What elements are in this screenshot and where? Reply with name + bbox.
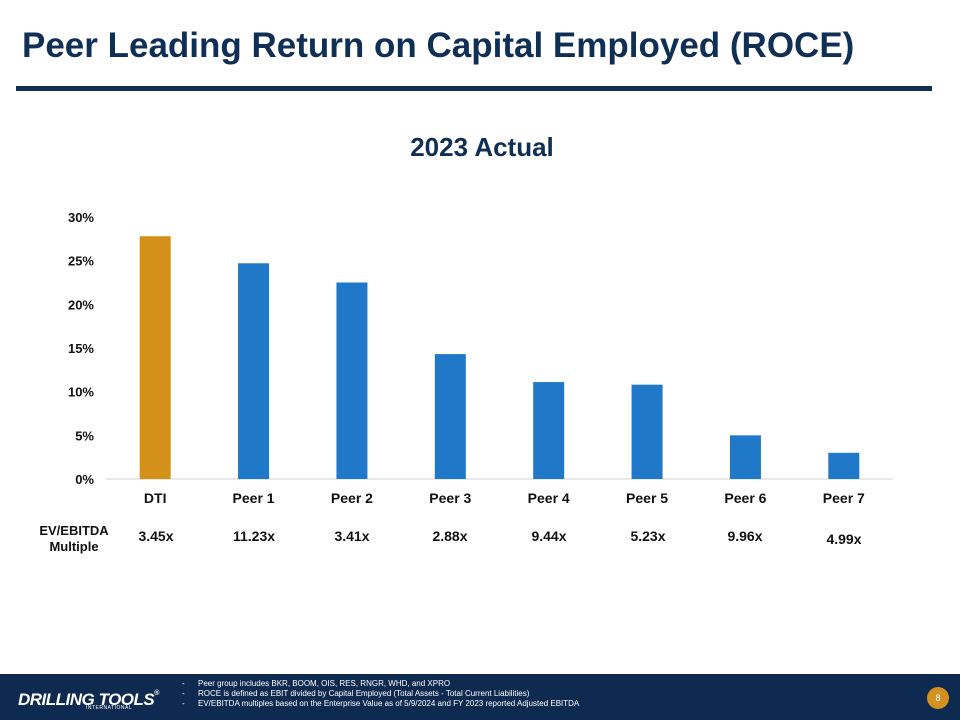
ev-value-peer-7: 4.99x xyxy=(826,531,862,547)
x-tick-label: Peer 5 xyxy=(626,490,668,506)
ev-value-peer-5: 5.23x xyxy=(630,528,666,544)
x-tick-label: Peer 6 xyxy=(724,490,766,506)
y-tick-label: 0% xyxy=(75,472,94,487)
y-tick-label: 15% xyxy=(68,341,94,356)
bar-peer-2 xyxy=(336,282,368,479)
x-tick-label: DTI xyxy=(144,490,167,506)
ev-ebitda-label: EV/EBITDA Multiple xyxy=(39,523,109,554)
y-tick-label: 30% xyxy=(68,210,94,225)
footnote: - Peer group includes BKR, BOOM, OIS, RES… xyxy=(182,679,451,688)
chart-title: 2023 Actual xyxy=(410,132,554,162)
x-tick-label: Peer 7 xyxy=(823,490,865,506)
ev-value-peer-2: 3.41x xyxy=(334,528,370,544)
y-tick-label: 25% xyxy=(68,254,94,269)
footer-bar xyxy=(0,674,960,720)
page-title: Peer Leading Return on Capital Employed … xyxy=(22,26,855,65)
footnotes: - Peer group includes BKR, BOOM, OIS, RES… xyxy=(182,679,579,709)
bar-peer-3 xyxy=(434,354,466,479)
bar-peer-4 xyxy=(533,382,565,479)
ev-value-peer-4: 9.44x xyxy=(531,528,567,544)
ev-value-dti: 3.45x xyxy=(138,528,174,544)
x-tick-label: Peer 1 xyxy=(233,490,275,506)
page-number: 8 xyxy=(927,687,949,709)
x-tick-label: Peer 4 xyxy=(528,490,570,506)
logo-subtitle: INTERNATIONAL xyxy=(86,705,133,711)
footnote: - EV/EBITDA multiples based on the Enterp… xyxy=(182,699,580,708)
ev-value-peer-6: 9.96x xyxy=(727,528,763,544)
bar-peer-1 xyxy=(238,263,270,479)
company-logo: DRILLING TOOLS® xyxy=(18,690,159,709)
y-tick-label: 20% xyxy=(68,297,94,312)
bar-peer-6 xyxy=(729,435,761,479)
title-divider xyxy=(16,86,932,91)
y-tick-label: 5% xyxy=(75,428,94,443)
ev-value-peer-1: 11.23x xyxy=(232,528,276,544)
x-tick-label: Peer 2 xyxy=(331,490,373,506)
ev-value-peer-3: 2.88x xyxy=(432,528,468,544)
logo-wordmark: DRILLING TOOLS xyxy=(18,690,155,709)
bar-peer-5 xyxy=(631,384,663,479)
footnote: - ROCE is defined as EBIT divided by Capi… xyxy=(182,689,530,698)
bar-peer-7 xyxy=(828,452,860,479)
y-tick-label: 10% xyxy=(68,385,94,400)
bar-dti xyxy=(139,236,171,479)
x-tick-label: Peer 3 xyxy=(429,490,471,506)
